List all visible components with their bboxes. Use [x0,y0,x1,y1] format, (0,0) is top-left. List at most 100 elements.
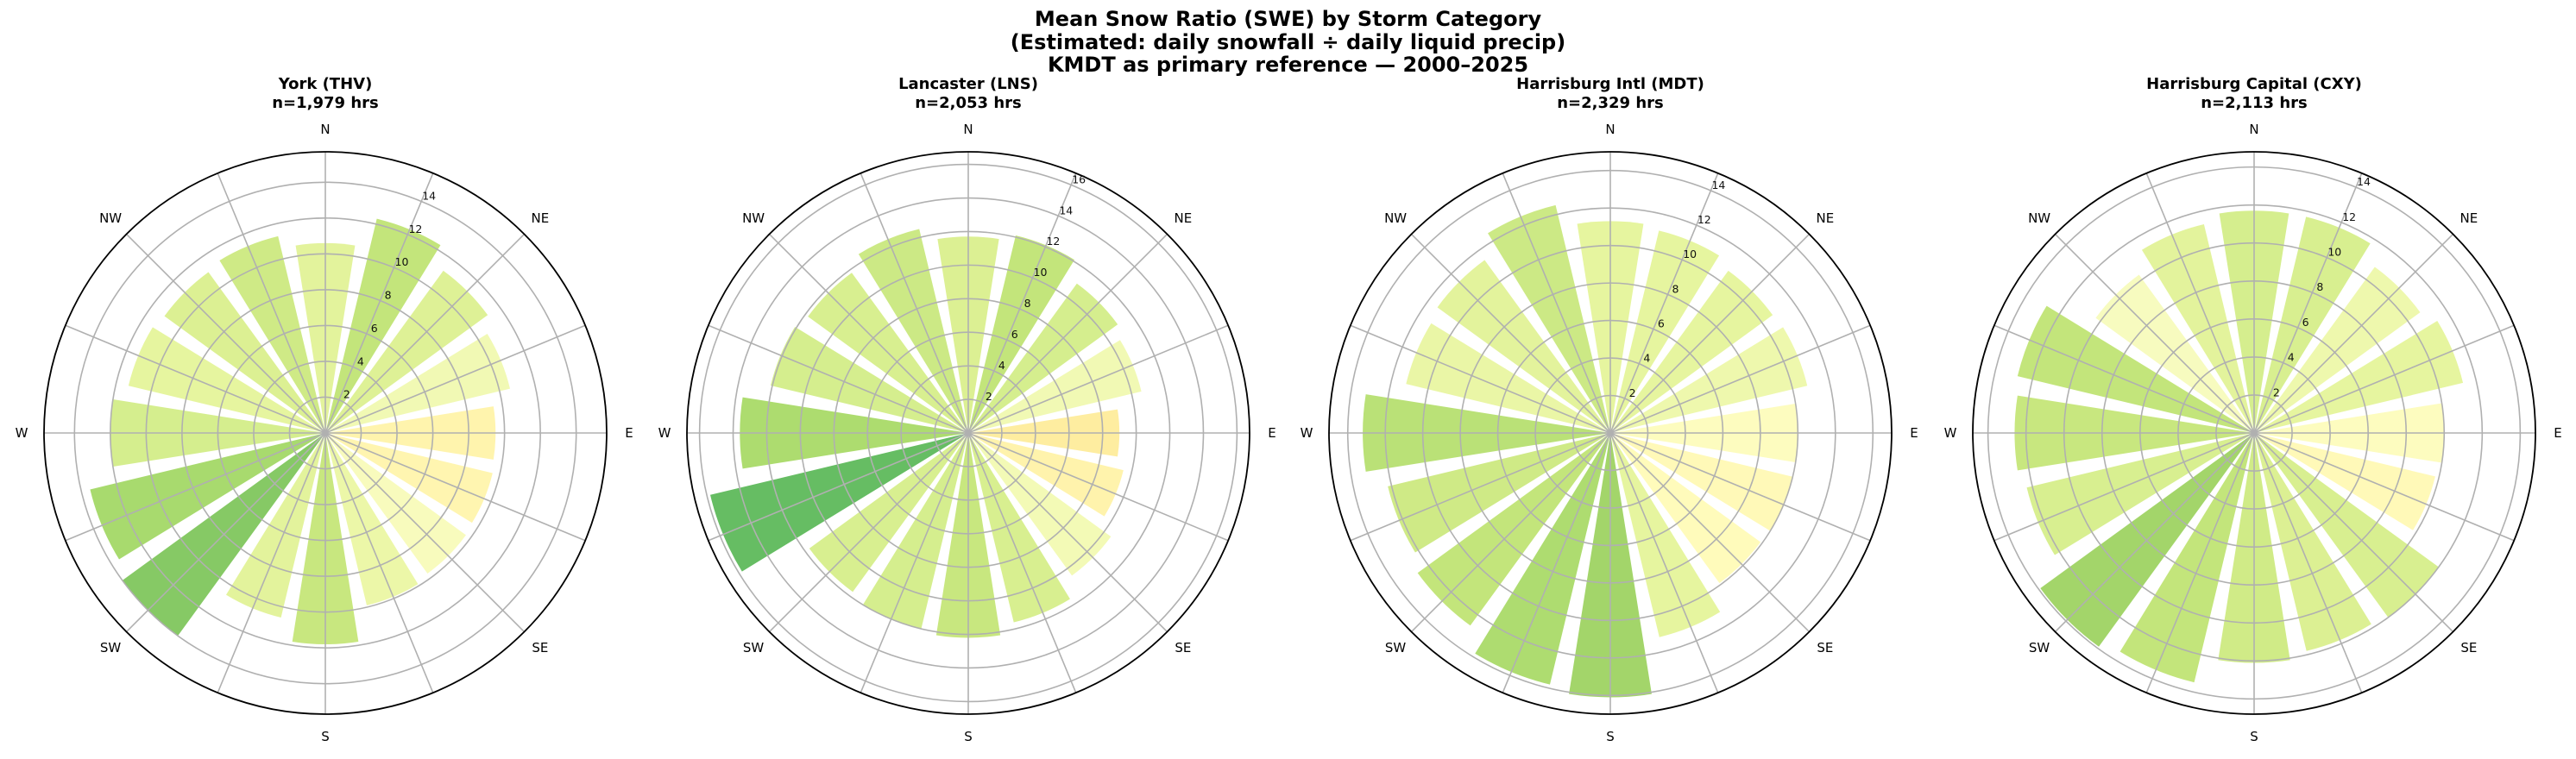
grid-spoke [768,432,969,633]
grid-spoke [2253,432,2515,542]
direction-label-w: W [1301,425,1313,441]
radial-tick-label: 6 [1011,328,1018,341]
polar-plot-area: 2 4 6 8 10 12 14 N NE E SE S SW W NW [1301,122,1918,744]
radial-tick-label: 10 [2327,246,2341,259]
radial-tick-label: 12 [1046,235,1060,248]
direction-label-se: SE [532,640,548,656]
radial-tick-label: 8 [2316,280,2323,293]
bar-nne [2254,216,2371,433]
radial-tick-label: 4 [1643,352,1650,365]
subplot-title: Harrisburg Intl (MDT) n=2,329 hrs [1288,75,1932,113]
grid-spoke [2145,432,2255,693]
subplot-title-count: n=2,113 hrs [2201,94,2308,112]
bar-ssw [2119,433,2254,683]
direction-label-e: E [625,425,633,441]
direction-label-se: SE [2460,640,2477,656]
radial-tick-label: 4 [998,359,1005,372]
bar-ese [1610,433,1793,531]
subplot-title: Harrisburg Capital (CXY) n=2,113 hrs [1932,75,2576,113]
radial-tick-label: 12 [1697,213,1711,226]
direction-label-ne: NE [1817,210,1835,226]
radial-tick-label: 6 [2302,316,2309,329]
radial-tick-labels: 2 4 6 8 10 12 14 [343,189,436,400]
subplot-title-count: n=2,053 hrs [915,94,1022,112]
radial-tick-label: 6 [1658,317,1665,330]
direction-label-n: N [320,122,330,137]
grid-spoke [967,324,1229,434]
grid [44,152,607,714]
direction-label-nw: NW [742,210,765,226]
bar-wnw [2017,305,2254,433]
radial-tick-label: 14 [422,189,436,202]
bar-ese [2254,433,2435,530]
grid [1973,152,2535,714]
radial-tick-labels: 2 4 6 8 10 12 14 [2273,175,2371,398]
grid [1329,152,1892,714]
radial-tick-label: 12 [2342,210,2356,223]
grid-spoke [324,233,526,434]
direction-labels: N NE E SE S SW W NW [16,122,633,744]
grid-spoke [967,432,1168,633]
radial-tick-label: 12 [408,223,422,235]
radial-tick-label: 14 [2357,175,2371,188]
subplot-title-station: Harrisburg Intl (MDT) [1516,75,1704,93]
direction-label-e: E [1910,425,1918,441]
subplot-title-station: Harrisburg Capital (CXY) [2146,75,2362,93]
grid-spoke [1410,432,1611,633]
grid-spoke [768,233,969,434]
direction-label-nw: NW [99,210,122,226]
grid-spoke [1350,432,1611,542]
grid-spoke [1609,233,1811,434]
direction-label-nw: NW [2028,210,2050,226]
direction-label-s: S [1606,729,1615,744]
subplot-title-count: n=2,329 hrs [1557,94,1664,112]
grid-spoke [1502,432,1611,693]
grid-spoke [967,172,1077,434]
bar-nne [325,218,441,433]
bar-sse [1610,433,1721,637]
radial-tick-label: 2 [1629,386,1636,399]
bar-sse [968,433,1070,623]
direction-label-ne: NE [532,210,550,226]
bar-ene [325,334,511,433]
direction-label-sw: SW [2029,640,2050,656]
grid-spoke [860,172,969,434]
direction-label-ne: NE [2460,210,2478,226]
grid-spoke [1350,324,1611,434]
direction-label-sw: SW [1385,640,1407,656]
bar-ese [325,433,493,524]
radial-tick-label: 6 [371,322,378,335]
direction-label-se: SE [1175,640,1191,656]
polar-plot-area: 2 4 6 8 10 12 14 N NE E SE S SW W NW [1944,122,2562,744]
bar-wsw [90,433,326,560]
grid-spoke [65,324,326,434]
grid-spoke [1993,432,2255,542]
radial-tick-label: 8 [1672,282,1679,295]
grid-spoke [2253,324,2515,434]
direction-labels: N NE E SE S SW W NW [1301,122,1918,744]
direction-label-s: S [321,729,330,744]
direction-label-e: E [2554,425,2561,441]
direction-label-n: N [1605,122,1615,137]
grid-spoke [1609,432,1871,542]
grid-spoke [2253,432,2363,693]
bar-sse [2254,433,2371,651]
polar-spine [1972,151,2536,715]
grid-spoke [324,432,526,633]
radial-tick-labels: 2 4 6 8 10 12 14 16 [986,172,1086,403]
grid-spoke [967,432,1077,693]
suptitle-line-1: Mean Snow Ratio (SWE) by Storm Category [1034,7,1542,31]
subplot-title-station: York (THV) [278,75,373,93]
subplot-title-station: Lancaster (LNS) [898,75,1038,93]
bar-nnw [1488,204,1610,433]
direction-label-ne: NE [1175,210,1193,226]
radial-tick-label: 2 [986,390,992,403]
grid-spoke [2054,233,2255,434]
grid-spoke [2253,432,2454,633]
polar-plot-area: 2 4 6 8 10 12 14 16 N NE E SE S SW W NW [658,122,1276,744]
suptitle-line-3: KMDT as primary reference — 2000–2025 [1047,53,1529,77]
grid-spoke [324,172,434,434]
polar-spine [686,151,1250,715]
radial-tick-label: 4 [2288,351,2295,364]
polar-chart-york: York (THV) n=1,979 hrs 2 4 6 8 10 12 14 N NE E SE S… [3,0,647,759]
